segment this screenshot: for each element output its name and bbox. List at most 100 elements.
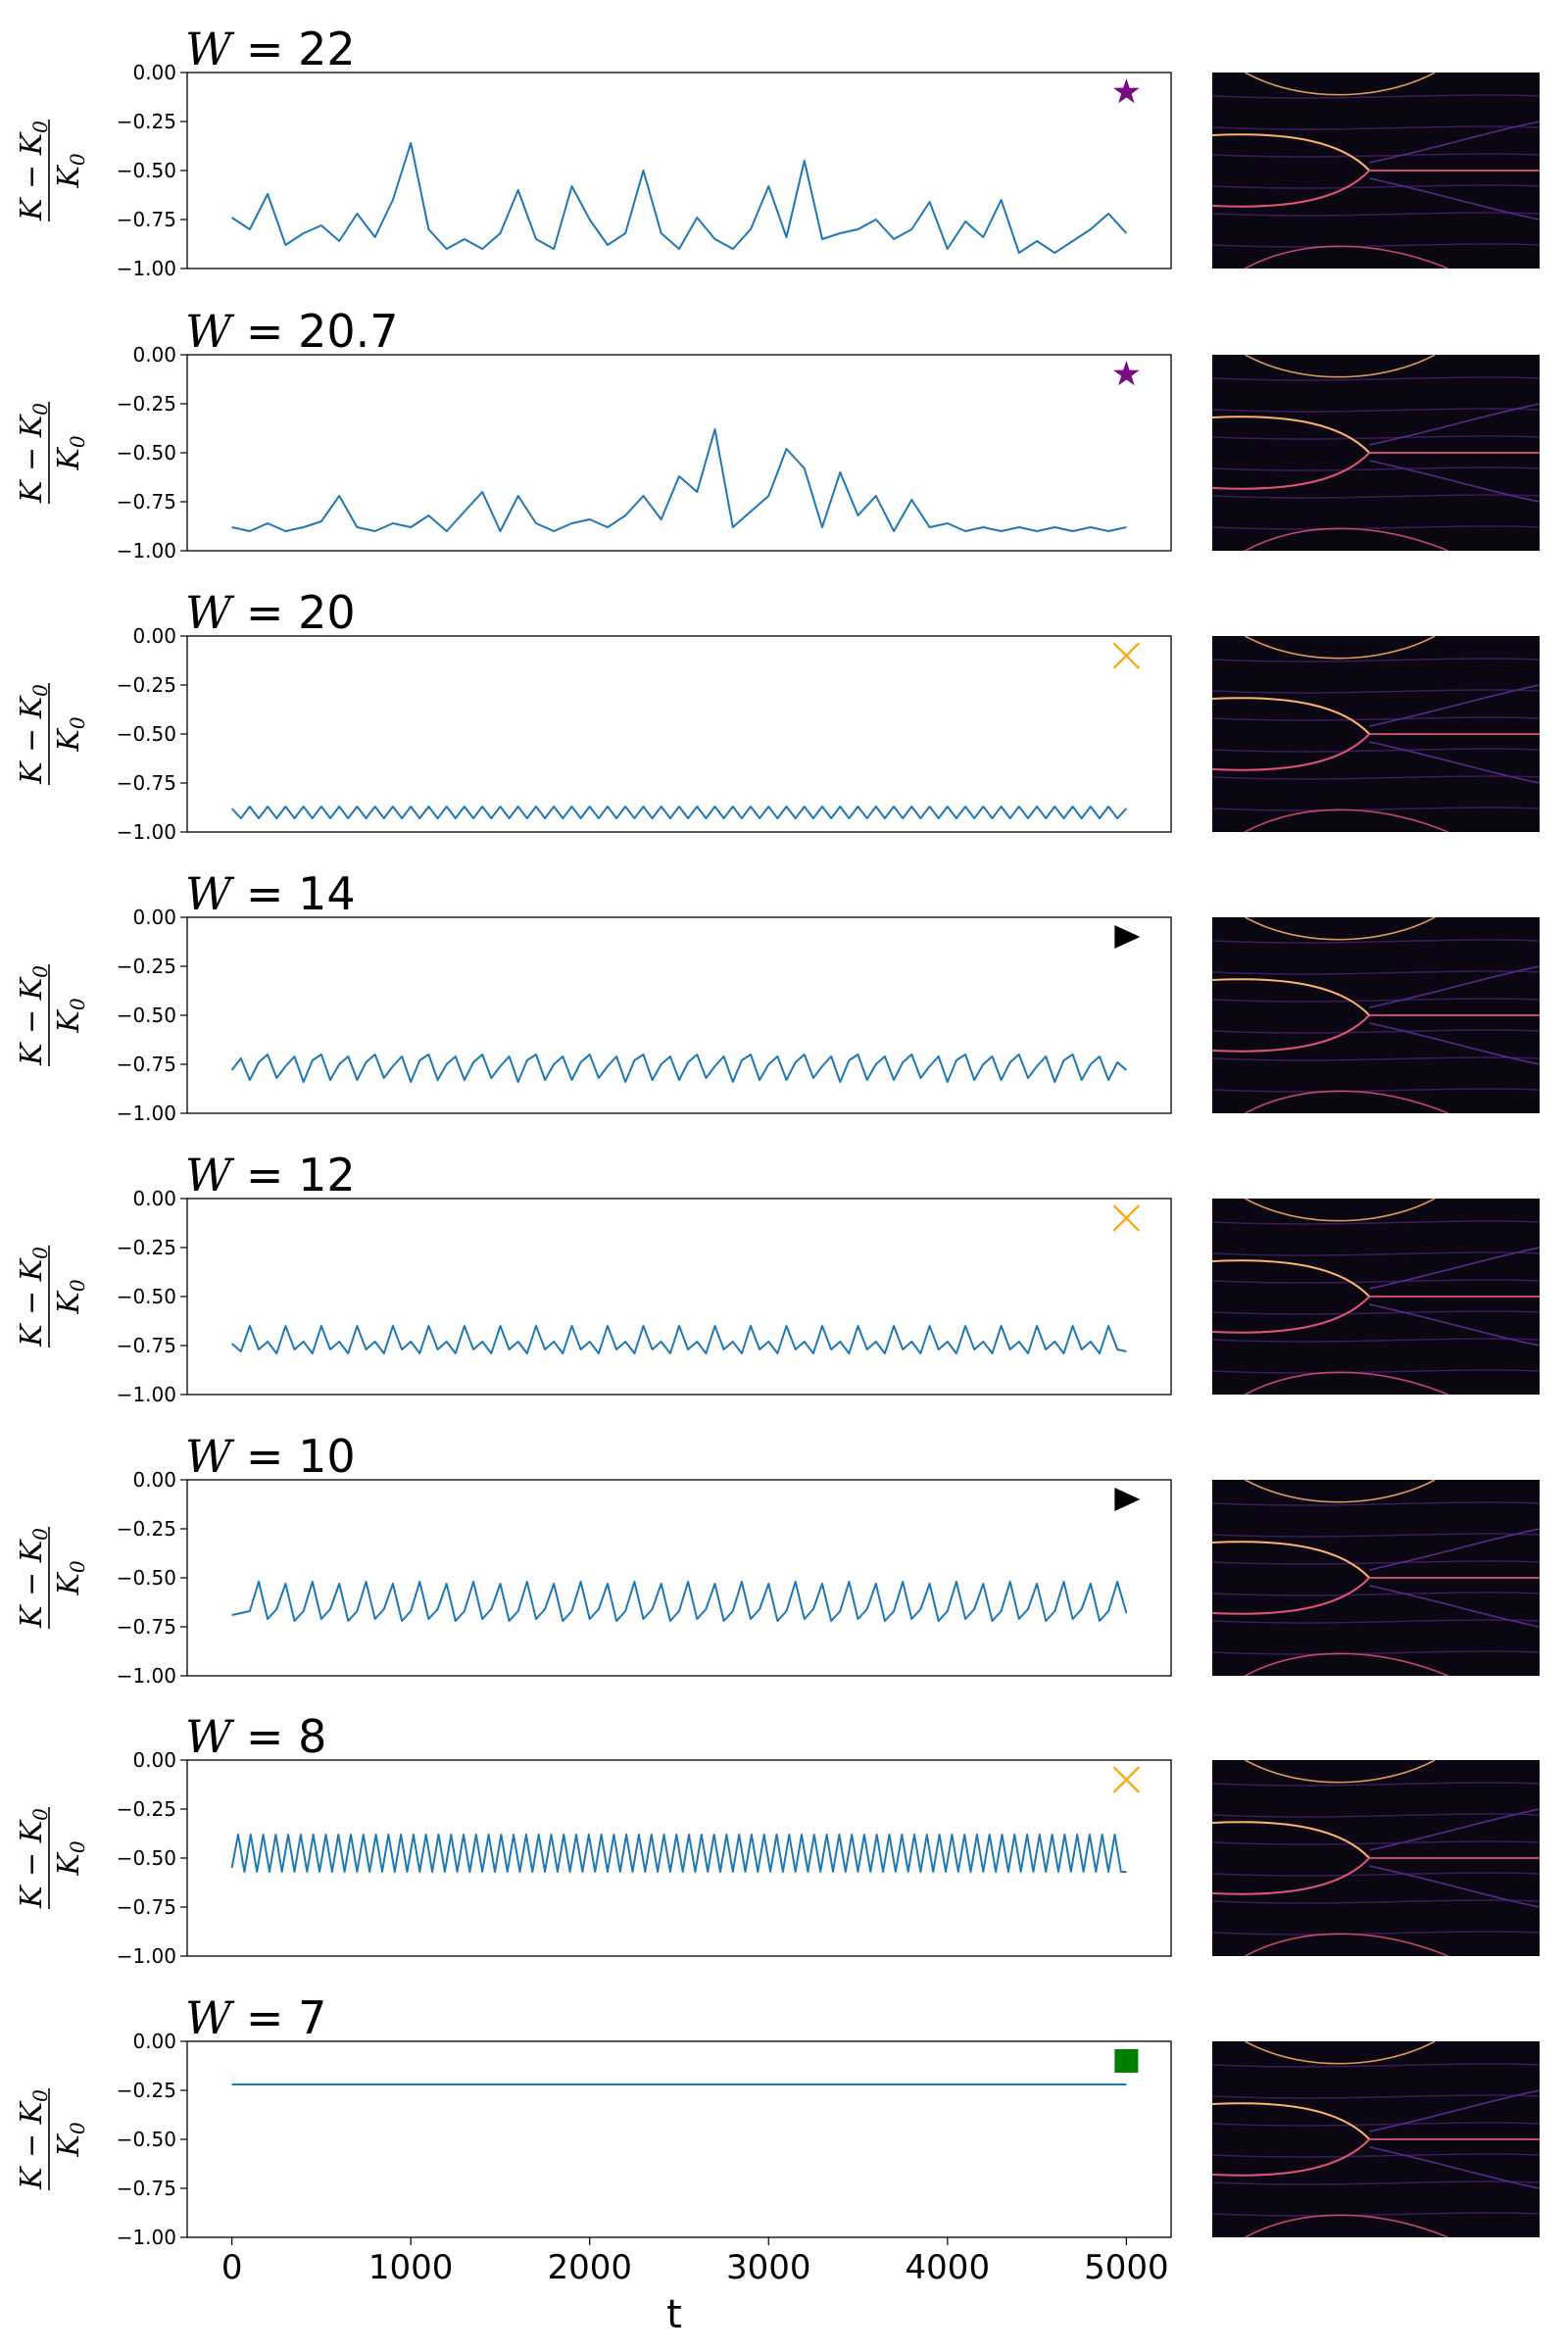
subscript: 0 <box>28 1528 52 1541</box>
subscript: 0 <box>28 965 52 978</box>
y-tick-label: −0.50 <box>117 1566 176 1590</box>
x-tick-label: 2000 <box>547 2248 632 2287</box>
subscript: 0 <box>66 2122 89 2134</box>
x-marker <box>1112 642 1141 669</box>
title-value: = 20 <box>231 586 355 639</box>
series-line <box>230 1834 1127 1873</box>
triangle-marker <box>1114 925 1141 949</box>
y-label-numerator: K − K0 <box>15 1247 52 1348</box>
y-tick-label: −0.25 <box>117 110 176 133</box>
subscript: 0 <box>28 684 52 697</box>
panel-title: W = 20 <box>185 586 356 639</box>
y-tick-label: −1.00 <box>117 2226 176 2249</box>
title-variable: W <box>185 1710 235 1763</box>
subscript: 0 <box>28 1808 52 1821</box>
axes-frame <box>186 72 1172 270</box>
y-tick-label: −0.25 <box>117 1797 176 1821</box>
y-label-numerator: K − K0 <box>15 121 52 221</box>
spectrum-image <box>1212 1480 1540 1676</box>
star-marker <box>1113 361 1140 386</box>
panel-title: W = 10 <box>185 1430 356 1483</box>
star-marker <box>1113 78 1140 104</box>
y-tick-label: −1.00 <box>117 257 176 280</box>
subscript: 0 <box>66 153 89 166</box>
spectrum-image <box>1212 2041 1540 2237</box>
y-label-numerator: K − K0 <box>15 403 52 504</box>
y-tick-label: −1.00 <box>117 1664 176 1688</box>
title-variable: W <box>185 1149 235 1201</box>
x-tick-label: 5000 <box>1084 2248 1169 2287</box>
subscript: 0 <box>66 1279 89 1292</box>
series-line <box>231 142 1128 254</box>
axes-frame <box>186 1479 1172 1677</box>
title-variable: W <box>185 586 235 639</box>
spectrum-image <box>1212 355 1540 551</box>
x-tick-label: 0 <box>221 2248 243 2287</box>
y-label-numerator: K − K0 <box>15 965 52 1066</box>
y-tick-label: −0.50 <box>117 722 176 746</box>
subscript: 0 <box>66 1560 89 1573</box>
y-tick-label: −0.25 <box>117 955 176 978</box>
title-value: = 12 <box>231 1149 355 1201</box>
x-marker <box>1112 1766 1141 1793</box>
panel-title: W = 8 <box>185 1710 326 1763</box>
y-tick-label: −1.00 <box>117 539 176 563</box>
y-tick-label: 0.00 <box>132 61 176 84</box>
axes-frame <box>186 635 1172 833</box>
y-tick-label: −0.75 <box>117 2177 176 2200</box>
y-tick-label: −0.25 <box>117 673 176 697</box>
y-label-numerator: K − K0 <box>15 1808 52 1909</box>
y-tick-label: −0.75 <box>117 1334 176 1357</box>
panel-title: W = 14 <box>185 867 356 920</box>
y-label-numerator: K − K0 <box>15 2089 52 2190</box>
y-tick-label: −0.75 <box>117 771 176 795</box>
y-tick-label: −0.75 <box>117 208 176 231</box>
y-label-denominator: K0 <box>52 2122 89 2157</box>
x-axis-label: t <box>666 2292 682 2337</box>
y-tick-label: −0.50 <box>117 159 176 182</box>
axes-frame <box>186 1759 1172 1957</box>
y-tick-label: 0.00 <box>132 1187 176 1210</box>
panel-title: W = 7 <box>185 1991 326 2044</box>
title-variable: W <box>185 305 235 358</box>
y-tick-label: −0.75 <box>117 1895 176 1919</box>
spectrum-image <box>1212 1760 1540 1956</box>
y-tick-label: 0.00 <box>132 1748 176 1772</box>
spectrum-image <box>1212 1199 1540 1395</box>
x-tick-label: 1000 <box>368 2248 454 2287</box>
x-tick-label: 3000 <box>726 2248 811 2287</box>
subscript: 0 <box>28 403 52 416</box>
y-tick-label: −0.50 <box>117 2128 176 2151</box>
square-marker <box>1114 2049 1139 2073</box>
subscript: 0 <box>66 435 89 448</box>
spectrum-image <box>1212 636 1540 832</box>
series-line <box>231 1581 1128 1622</box>
subscript: 0 <box>66 998 89 1010</box>
axes-frame <box>186 916 1172 1114</box>
title-variable: W <box>185 867 235 920</box>
spectrum-image <box>1212 917 1540 1113</box>
y-tick-label: −0.50 <box>117 1846 176 1870</box>
y-label-denominator: K0 <box>52 716 89 752</box>
subscript: 0 <box>28 121 52 133</box>
y-tick-label: −0.50 <box>117 441 176 465</box>
y-label-denominator: K0 <box>52 1560 89 1595</box>
y-tick-label: −0.75 <box>117 1053 176 1076</box>
y-tick-label: −1.00 <box>117 1102 176 1125</box>
y-tick-label: −0.25 <box>117 1236 176 1259</box>
panel-title: W = 22 <box>185 23 356 75</box>
